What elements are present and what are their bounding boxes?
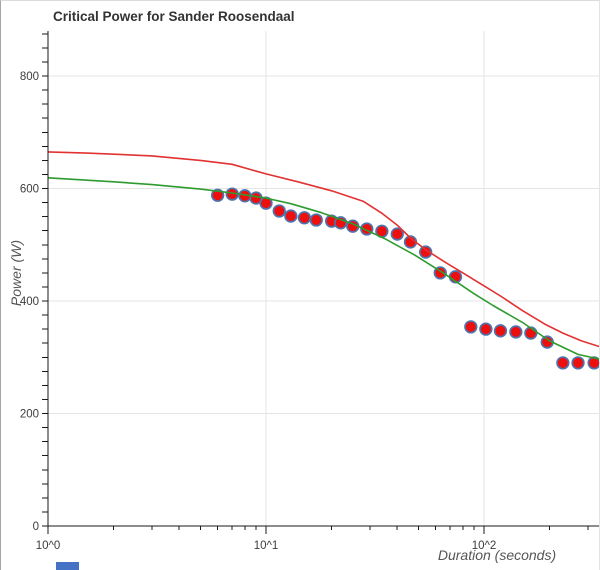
data-point bbox=[493, 324, 508, 338]
x-tick-label: 10^2 bbox=[472, 540, 497, 552]
data-point bbox=[284, 209, 298, 223]
y-tick-label: 800 bbox=[20, 71, 39, 83]
y-tick-label: 400 bbox=[20, 296, 39, 308]
data-point bbox=[272, 204, 286, 218]
chart-title: Critical Power for Sander Roosendaal bbox=[53, 9, 295, 24]
red-model-curve bbox=[47, 151, 599, 348]
data-point bbox=[587, 356, 599, 370]
data-point bbox=[464, 320, 478, 334]
data-point bbox=[556, 356, 570, 370]
x-tick-label: 10^0 bbox=[36, 540, 61, 552]
green-model-curve bbox=[47, 177, 599, 360]
y-tick-label: 0 bbox=[33, 521, 39, 533]
data-point bbox=[571, 356, 585, 370]
data-point bbox=[509, 325, 523, 339]
y-tick-label: 200 bbox=[20, 409, 39, 421]
data-point bbox=[390, 227, 404, 241]
data-point bbox=[309, 213, 323, 227]
x-tick-label: 10^1 bbox=[254, 540, 279, 552]
x-axis-title: Duration (seconds) bbox=[437, 547, 557, 563]
y-tick-label: 600 bbox=[20, 184, 39, 196]
data-point bbox=[479, 322, 493, 336]
data-point bbox=[297, 211, 312, 225]
data-point bbox=[419, 245, 433, 259]
cut-off-blue-element[interactable] bbox=[56, 562, 79, 570]
